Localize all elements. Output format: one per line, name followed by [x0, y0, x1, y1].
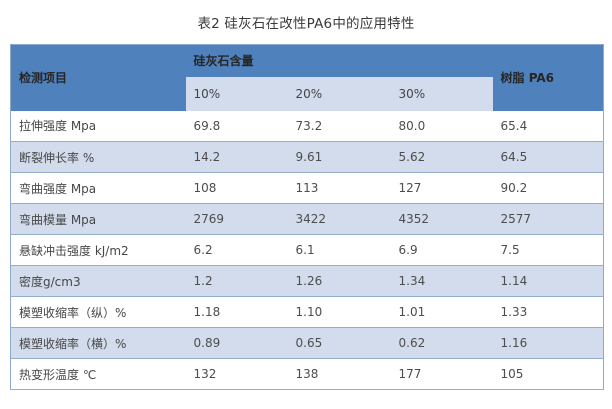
- table-row: 模塑收缩率（横）% 0.89 0.65 0.62 1.16: [10, 327, 604, 359]
- cell-value: 6.2: [193, 243, 213, 257]
- cell-value: 3422: [295, 212, 327, 226]
- table-row: 断裂伸长率 % 14.2 9.61 5.62 64.5: [10, 141, 604, 173]
- cell-value: 69.8: [193, 118, 221, 133]
- cell-value: 127: [398, 181, 422, 195]
- cell-value: 65.4: [500, 118, 528, 133]
- table-title: 表2 硅灰石在改性PA6中的应用特性: [197, 16, 415, 32]
- table-header: 检测项目 硅灰石含量 树脂 PA6 10% 20% 30%: [10, 44, 604, 111]
- cell-value: 4352: [398, 212, 430, 226]
- cell-value: 6.9: [398, 243, 418, 257]
- cell-value: 1.18: [193, 305, 221, 319]
- cell-value: 108: [193, 181, 217, 195]
- row-label: 模塑收缩率（纵）%: [19, 305, 127, 320]
- cell-value: 113: [295, 181, 319, 195]
- header-test-item: 检测项目: [10, 44, 186, 111]
- cell-value: 2577: [500, 212, 532, 226]
- row-label: 模塑收缩率（横）%: [19, 336, 127, 351]
- row-label: 弯曲强度 Mpa: [19, 181, 97, 196]
- properties-table: 检测项目 硅灰石含量 树脂 PA6 10% 20% 30% 拉伸强度 Mpa 6…: [10, 44, 605, 390]
- cell-value: 1.10: [295, 305, 323, 319]
- cell-value: 80.0: [398, 118, 426, 133]
- cell-value: 90.2: [500, 181, 528, 195]
- table-row: 热变形温度 ℃ 132 138 177 105: [10, 358, 604, 390]
- row-label: 拉伸强度 Mpa: [19, 119, 97, 134]
- row-label: 热变形温度 ℃: [19, 367, 97, 382]
- cell-value: 64.5: [500, 150, 528, 164]
- cell-value: 1.01: [398, 305, 426, 319]
- cell-value: 177: [398, 367, 422, 381]
- subheader-10pct: 10%: [185, 76, 288, 111]
- table-row: 密度g/cm3 1.2 1.26 1.34 1.14: [10, 265, 604, 297]
- cell-value: 9.61: [295, 150, 323, 164]
- table-row: 模塑收缩率（纵）% 1.18 1.10 1.01 1.33: [10, 296, 604, 328]
- cell-value: 1.26: [295, 274, 323, 288]
- table-row: 悬缺冲击强度 kJ/m2 6.2 6.1 6.9 7.5: [10, 234, 604, 266]
- cell-value: 1.33: [500, 305, 528, 319]
- cell-value: 14.2: [193, 150, 221, 164]
- cell-value: 1.16: [500, 336, 528, 350]
- cell-value: 0.62: [398, 336, 426, 350]
- cell-value: 0.89: [193, 336, 221, 350]
- cell-value: 5.62: [398, 150, 426, 164]
- header-resin-pa6: 树脂 PA6: [492, 44, 604, 111]
- cell-value: 138: [295, 367, 319, 381]
- cell-value: 1.2: [193, 274, 213, 288]
- subheader-20pct: 20%: [287, 76, 391, 111]
- cell-value: 6.1: [295, 243, 315, 257]
- cell-value: 7.5: [500, 243, 520, 257]
- table-row: 弯曲强度 Mpa 108 113 127 90.2: [10, 172, 604, 204]
- cell-value: 132: [193, 367, 217, 381]
- cell-value: 1.14: [500, 274, 528, 288]
- row-label: 密度g/cm3: [19, 274, 81, 289]
- row-label: 断裂伸长率 %: [19, 150, 95, 165]
- cell-value: 105: [500, 367, 524, 381]
- row-label: 弯曲模量 Mpa: [19, 212, 97, 227]
- table-row: 弯曲模量 Mpa 2769 3422 4352 2577: [10, 203, 604, 235]
- table-row: 拉伸强度 Mpa 69.8 73.2 80.0 65.4: [10, 110, 604, 142]
- cell-value: 0.65: [295, 336, 323, 350]
- header-wollastonite-content: 硅灰石含量: [185, 44, 493, 77]
- subheader-30pct: 30%: [390, 76, 493, 111]
- row-label: 悬缺冲击强度 kJ/m2: [19, 243, 129, 258]
- cell-value: 2769: [193, 212, 225, 226]
- cell-value: 73.2: [295, 118, 323, 133]
- cell-value: 1.34: [398, 274, 426, 288]
